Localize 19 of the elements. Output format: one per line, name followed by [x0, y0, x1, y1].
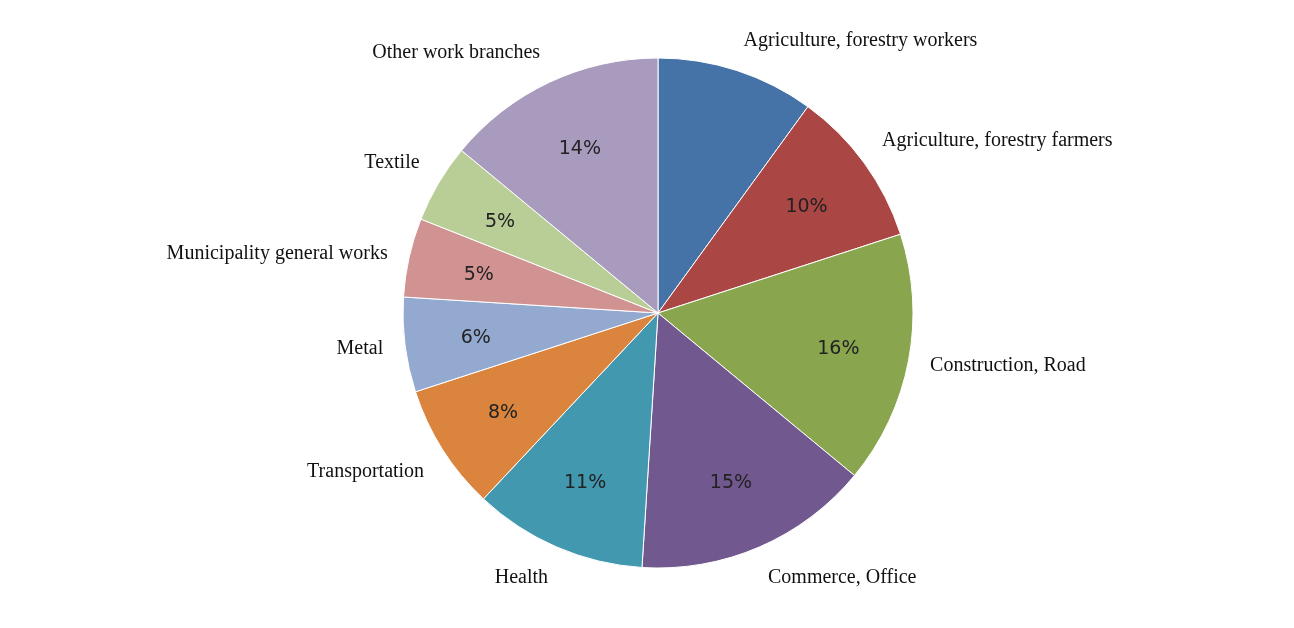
data-label: 10%	[785, 194, 828, 217]
slice-label: Transportation	[307, 459, 425, 483]
slice-label: Metal	[336, 335, 384, 358]
slice-label: Other work branches	[372, 40, 541, 63]
slice-label: Municipality general works	[166, 240, 388, 264]
data-label: 6%	[460, 325, 491, 348]
data-label: 14%	[558, 135, 601, 158]
data-label: 5%	[484, 208, 516, 231]
slice-label: Construction, Road	[930, 352, 1086, 375]
data-label: 5%	[463, 261, 494, 284]
slice-label: Health	[494, 565, 548, 588]
slice-label: Commerce, Office	[768, 565, 917, 588]
slice-label: Agriculture, forestry farmers	[882, 128, 1113, 152]
slice-label: Textile	[364, 150, 420, 172]
data-label: 8%	[487, 400, 519, 423]
data-label: 11%	[563, 470, 607, 493]
data-label: 16%	[817, 336, 860, 359]
slice-label: Agriculture, forestry workers	[743, 27, 978, 51]
data-label: 15%	[709, 470, 753, 493]
